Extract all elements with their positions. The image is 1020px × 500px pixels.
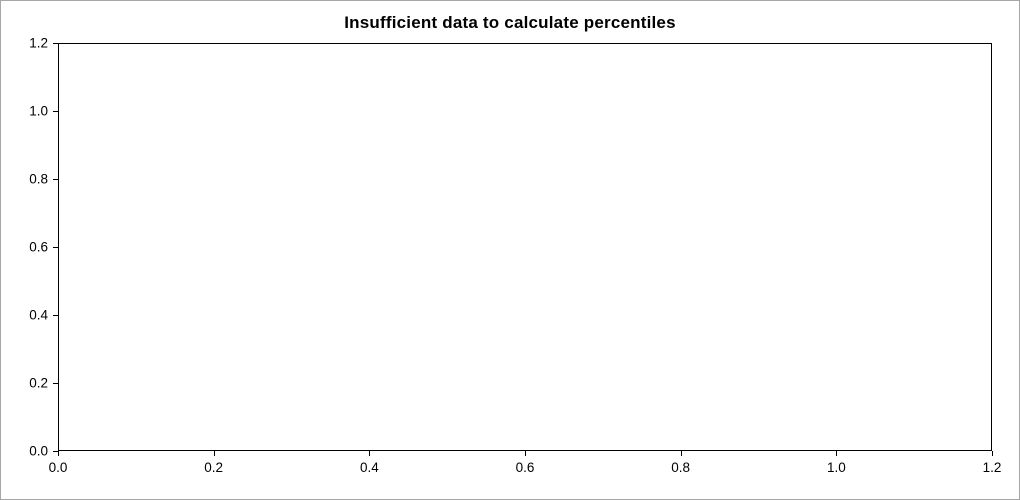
y-axis-tick	[53, 383, 58, 384]
y-tick-label: 0.6	[29, 239, 48, 255]
y-axis-tick	[53, 247, 58, 248]
x-axis-tick	[992, 451, 993, 456]
x-tick-label: 0.8	[671, 460, 691, 475]
y-axis-tick	[53, 315, 58, 316]
x-axis-tick	[369, 451, 371, 456]
x-tick-label: 1.2	[982, 460, 1002, 475]
x-tick-label: 0.0	[48, 460, 68, 475]
x-axis-tick	[525, 451, 526, 456]
y-axis-tick	[53, 43, 58, 44]
y-tick-label: 1.2	[29, 35, 48, 51]
x-axis-tick	[836, 451, 838, 456]
y-tick-label: 0.0	[29, 443, 48, 459]
y-tick-label: 0.2	[29, 375, 48, 391]
y-tick-label: 1.0	[29, 103, 48, 119]
x-tick-label: 1.0	[826, 460, 846, 475]
x-axis-tick	[680, 451, 682, 456]
x-tick-label: 0.2	[204, 460, 224, 475]
x-tick-label: 0.4	[359, 460, 379, 475]
y-axis-tick	[53, 179, 58, 180]
y-axis-tick	[53, 451, 58, 452]
plot-area	[58, 43, 992, 451]
x-axis-tick	[213, 451, 215, 456]
y-tick-label: 0.4	[29, 307, 48, 323]
x-tick-label: 0.6	[515, 460, 535, 475]
chart-title: Insufficient data to calculate percentil…	[344, 13, 676, 32]
y-tick-label: 0.8	[29, 171, 48, 187]
y-axis-tick	[53, 111, 58, 112]
x-axis-tick	[58, 451, 59, 456]
